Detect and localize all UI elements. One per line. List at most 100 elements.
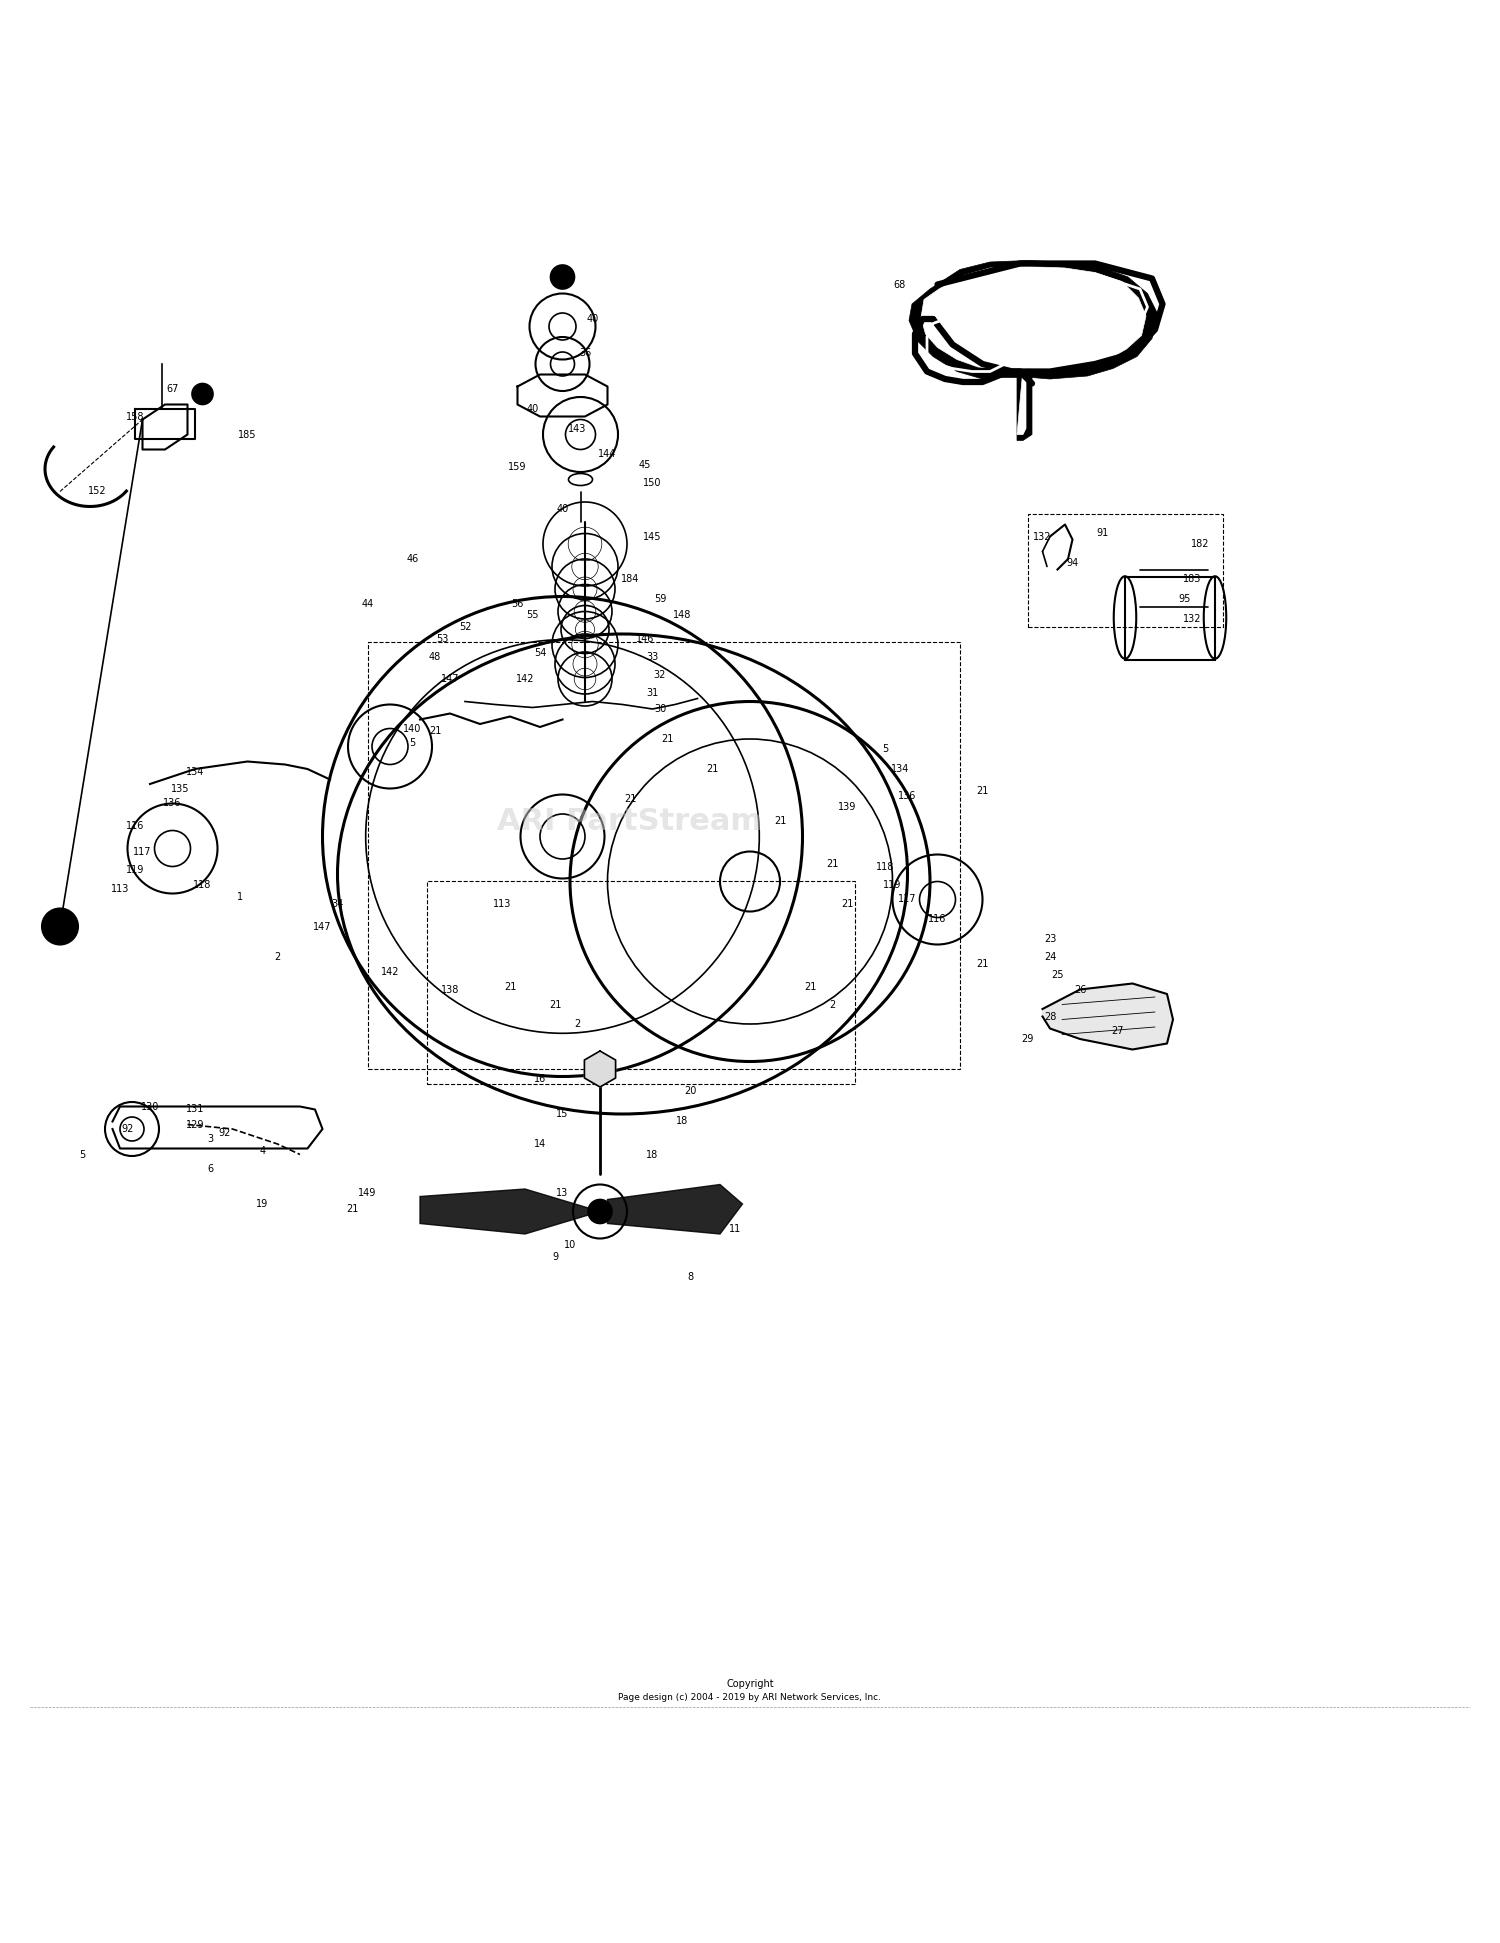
Text: 31: 31 (646, 688, 658, 698)
Text: 119: 119 (126, 865, 144, 874)
Text: 59: 59 (654, 595, 666, 604)
Text: 21: 21 (842, 900, 854, 909)
Text: 129: 129 (186, 1119, 204, 1129)
Text: 4: 4 (260, 1146, 266, 1156)
Text: 56: 56 (512, 598, 524, 608)
Text: 21: 21 (549, 999, 561, 1010)
Text: ARI PartStream: ARI PartStream (498, 806, 762, 835)
Text: 21: 21 (346, 1203, 358, 1214)
Text: 152: 152 (88, 486, 106, 497)
Text: 185: 185 (238, 429, 256, 439)
Text: 21: 21 (624, 795, 636, 804)
Polygon shape (608, 1185, 742, 1234)
Text: 5: 5 (410, 738, 416, 748)
Text: 29: 29 (1022, 1034, 1034, 1043)
Polygon shape (909, 260, 1158, 441)
Text: 19: 19 (256, 1199, 268, 1209)
Text: 67: 67 (166, 385, 178, 394)
Text: 68: 68 (894, 280, 906, 290)
Text: 26: 26 (1074, 985, 1086, 995)
Circle shape (550, 264, 574, 290)
Text: 8: 8 (687, 1273, 693, 1282)
Text: 18: 18 (676, 1117, 688, 1127)
Text: 54: 54 (534, 649, 546, 659)
Text: 117: 117 (134, 847, 152, 857)
Text: 149: 149 (358, 1189, 376, 1199)
Text: 131: 131 (186, 1104, 204, 1115)
Text: 140: 140 (404, 723, 422, 734)
Text: 147: 147 (441, 674, 459, 684)
Text: 183: 183 (1184, 573, 1202, 583)
Text: 6: 6 (207, 1164, 213, 1174)
Text: 3: 3 (207, 1135, 213, 1144)
Text: 16: 16 (534, 1074, 546, 1084)
Text: 15: 15 (556, 1109, 568, 1119)
Text: Copyright: Copyright (726, 1679, 774, 1688)
Text: 28: 28 (1044, 1012, 1056, 1022)
Text: 138: 138 (441, 985, 459, 995)
Text: 113: 113 (111, 884, 129, 894)
Text: 10: 10 (564, 1240, 576, 1249)
Text: 36: 36 (579, 348, 591, 359)
Text: 21: 21 (976, 960, 988, 970)
Text: 117: 117 (898, 894, 916, 905)
Text: 23: 23 (1044, 933, 1056, 944)
Text: 32: 32 (654, 670, 666, 680)
Text: 134: 134 (891, 764, 909, 773)
Text: 14: 14 (534, 1139, 546, 1148)
Text: 158: 158 (126, 412, 144, 422)
Text: 18: 18 (646, 1150, 658, 1160)
Text: 5: 5 (882, 744, 888, 754)
Text: 46: 46 (406, 554, 418, 563)
Text: 184: 184 (621, 573, 639, 583)
Text: 119: 119 (884, 880, 902, 890)
Text: 2: 2 (574, 1018, 580, 1030)
Text: 33: 33 (646, 651, 658, 661)
Text: 9: 9 (552, 1251, 558, 1261)
Text: 40: 40 (586, 315, 598, 324)
Text: 55: 55 (526, 610, 538, 620)
Text: 146: 146 (636, 633, 654, 643)
Text: 92: 92 (219, 1129, 231, 1139)
Text: 142: 142 (381, 966, 399, 977)
Bar (1028, 515, 1222, 626)
Text: 48: 48 (429, 651, 441, 661)
Text: 21: 21 (706, 764, 718, 773)
Text: 147: 147 (314, 921, 332, 931)
Text: Page design (c) 2004 - 2019 by ARI Network Services, Inc.: Page design (c) 2004 - 2019 by ARI Netwo… (618, 1692, 882, 1702)
Text: 24: 24 (1044, 952, 1056, 962)
Text: 142: 142 (516, 674, 534, 684)
Text: 20: 20 (684, 1086, 696, 1096)
Text: 150: 150 (644, 478, 662, 488)
Text: 134: 134 (186, 767, 204, 777)
Text: 2: 2 (830, 999, 836, 1010)
Text: 136: 136 (898, 791, 916, 801)
Text: 21: 21 (804, 981, 816, 991)
Text: 44: 44 (362, 598, 374, 608)
Text: 148: 148 (674, 610, 692, 620)
Text: 1: 1 (237, 892, 243, 902)
Text: 144: 144 (598, 449, 616, 459)
Circle shape (42, 909, 78, 944)
Text: 25: 25 (1052, 970, 1064, 979)
Text: 21: 21 (504, 981, 516, 991)
Text: 132: 132 (1034, 532, 1052, 542)
Text: 94: 94 (1066, 558, 1078, 569)
Text: 21: 21 (429, 727, 441, 736)
Text: 139: 139 (839, 802, 856, 812)
Text: 13: 13 (556, 1189, 568, 1199)
Bar (427, 882, 855, 1084)
Text: 34: 34 (332, 900, 344, 909)
Text: 116: 116 (928, 913, 946, 925)
Text: 116: 116 (126, 822, 144, 832)
Text: 145: 145 (644, 532, 662, 542)
Text: 21: 21 (827, 859, 839, 869)
Polygon shape (921, 266, 1146, 435)
Text: 92: 92 (122, 1123, 134, 1135)
Text: 118: 118 (194, 880, 211, 890)
Text: 95: 95 (1179, 595, 1191, 604)
Text: 5: 5 (80, 1150, 86, 1160)
Text: 2: 2 (274, 952, 280, 962)
Text: 132: 132 (1184, 614, 1202, 624)
Circle shape (192, 383, 213, 404)
